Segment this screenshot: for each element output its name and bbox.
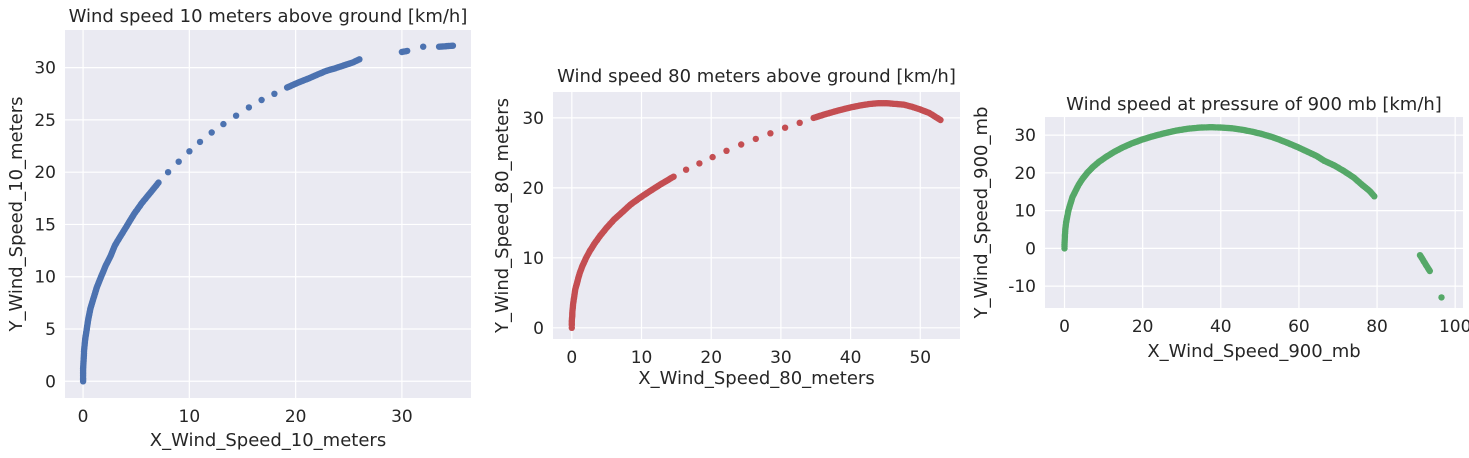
data-point	[164, 169, 172, 176]
data-point	[196, 138, 204, 146]
data-point	[155, 179, 162, 186]
y-tick-label: 20	[522, 179, 544, 199]
data-point	[449, 42, 457, 49]
x-tick-label: 30	[391, 407, 413, 427]
data-point	[208, 129, 215, 136]
x-tick-label: 100	[1439, 317, 1469, 337]
data-point	[738, 141, 745, 148]
data-point	[271, 90, 278, 98]
x-tick-label: 40	[1210, 317, 1232, 337]
data-point	[709, 153, 716, 161]
data-point	[420, 43, 427, 50]
x-tick-label: 50	[909, 348, 931, 368]
data-point	[682, 166, 690, 173]
chart-title: Wind speed 80 meters above ground [km/h]	[557, 66, 956, 87]
data-point	[937, 116, 944, 124]
y-axis-label: Y_Wind_Speed_900_mb	[971, 107, 992, 320]
data-point	[752, 135, 759, 143]
chart-title: Wind speed 10 meters above ground [km/h]	[69, 6, 468, 27]
data-point	[356, 56, 363, 63]
x-axis-label: X_Wind_Speed_10_meters	[150, 430, 386, 451]
y-axis-label: Y_Wind_Speed_80_meters	[492, 98, 513, 334]
x-tick-label: 10	[631, 348, 653, 368]
data-point	[723, 147, 730, 154]
y-tick-label: -10	[1008, 277, 1036, 297]
x-tick-label: 60	[1288, 317, 1310, 337]
chart-panel-3: 0 20 40 60 80 100 -10 0 10 20 30 Wind speed at pres…	[971, 94, 1469, 362]
data-point	[232, 112, 240, 119]
data-point	[1371, 193, 1378, 200]
y-tick-label: 30	[34, 59, 56, 79]
y-axis-label: Y_Wind_Speed_10_meters	[6, 96, 27, 332]
data-point	[696, 160, 703, 167]
y-tick-label: 30	[522, 109, 544, 129]
y-tick-label: 5	[45, 320, 56, 340]
data-point	[1426, 267, 1434, 275]
y-tick-label: 0	[1025, 239, 1036, 259]
scatter-series	[1061, 124, 1445, 301]
y-tick-label: 10	[522, 249, 544, 269]
x-tick-label: 80	[1366, 317, 1388, 337]
x-axis-label: X_Wind_Speed_900_mb	[1147, 341, 1360, 362]
x-tick-label: 10	[179, 407, 201, 427]
x-tick-label: 0	[566, 348, 577, 368]
chart-panel-1: 0 10 20 30 0 5 10 15 20 25 30 Wind speed 10 meters …	[6, 6, 471, 451]
data-point	[220, 120, 227, 128]
y-tick-label: 30	[1014, 126, 1036, 146]
data-point	[245, 104, 253, 111]
scatter-series	[568, 100, 944, 331]
scatter-series	[79, 42, 457, 385]
x-tick-label: 0	[78, 407, 89, 427]
data-point	[175, 158, 182, 165]
data-point	[186, 148, 193, 155]
x-axis-label: X_Wind_Speed_80_meters	[638, 368, 874, 389]
x-tick-label: 20	[1132, 317, 1154, 337]
data-point	[796, 119, 803, 127]
y-tick-label: 0	[45, 372, 56, 392]
chart-title: Wind speed at pressure of 900 mb [km/h]	[1066, 94, 1442, 115]
y-tick-label: 10	[1014, 202, 1036, 222]
y-tick-label: 10	[34, 268, 56, 288]
data-point	[767, 130, 774, 137]
plot-area	[1045, 117, 1463, 308]
y-tick-label: 20	[1014, 164, 1036, 184]
x-tick-label: 20	[700, 348, 722, 368]
y-tick-label: 0	[533, 319, 544, 339]
data-point	[781, 124, 789, 131]
chart-panel-2: 0 10 20 30 40 50 0 10 20 30 Wind speed 80 meters a…	[492, 66, 960, 389]
plot-area	[65, 30, 471, 398]
x-tick-label: 40	[840, 348, 862, 368]
y-tick-label: 15	[34, 215, 56, 235]
y-tick-label: 20	[34, 163, 56, 183]
x-tick-label: 30	[770, 348, 792, 368]
data-point	[404, 47, 411, 55]
data-point	[670, 173, 677, 180]
y-tick-label: 25	[34, 111, 56, 131]
x-tick-label: 20	[285, 407, 307, 427]
data-point	[1438, 294, 1445, 301]
data-point	[258, 96, 265, 104]
x-tick-label: 0	[1059, 317, 1070, 337]
